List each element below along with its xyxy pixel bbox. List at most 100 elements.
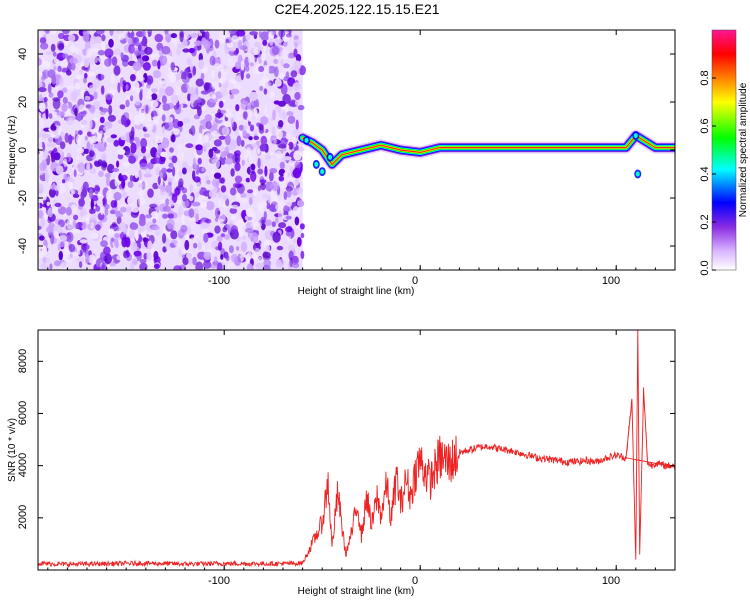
noise-speckle xyxy=(58,250,63,261)
noise-speckle xyxy=(205,201,215,211)
noise-speckle xyxy=(251,143,258,148)
noise-speckle xyxy=(182,194,187,202)
noise-speckle xyxy=(90,213,98,221)
noise-speckle xyxy=(220,151,226,159)
ridge-blob-core xyxy=(304,137,309,143)
noise-speckle xyxy=(199,124,203,135)
noise-speckle xyxy=(143,133,151,138)
noise-speckle xyxy=(240,192,247,199)
noise-speckle xyxy=(286,111,294,117)
noise-speckle xyxy=(275,259,283,269)
noise-speckle xyxy=(234,61,241,70)
noise-speckle xyxy=(145,122,154,131)
noise-speckle xyxy=(102,198,106,205)
noise-speckle xyxy=(278,180,287,189)
noise-speckle xyxy=(195,144,203,151)
noise-speckle xyxy=(258,65,265,73)
noise-speckle xyxy=(245,177,251,183)
noise-speckle xyxy=(58,43,65,50)
noise-speckle xyxy=(209,97,219,103)
noise-speckle xyxy=(96,30,105,35)
colorbar-frame xyxy=(711,29,737,271)
noise-speckle xyxy=(78,104,86,112)
noise-speckle xyxy=(106,175,110,187)
noise-speckle xyxy=(70,62,76,71)
noise-speckle xyxy=(190,125,196,136)
noise-speckle xyxy=(211,69,215,79)
noise-speckle xyxy=(231,35,239,42)
noise-speckle xyxy=(267,195,272,204)
noise-speckle xyxy=(147,188,154,198)
noise-speckle xyxy=(40,217,46,228)
noise-speckle xyxy=(236,135,242,147)
noise-speckle xyxy=(48,188,56,198)
noise-speckle xyxy=(234,175,243,184)
noise-speckle xyxy=(117,148,126,155)
noise-speckle xyxy=(100,108,109,113)
noise-speckle xyxy=(44,168,48,178)
noise-speckle xyxy=(253,187,257,197)
noise-speckle xyxy=(195,213,199,223)
noise-speckle xyxy=(108,228,115,235)
noise-speckle xyxy=(100,264,108,270)
noise-speckle xyxy=(112,255,116,261)
noise-speckle xyxy=(193,176,201,183)
noise-speckle xyxy=(122,59,129,67)
noise-speckle xyxy=(75,189,78,195)
noise-speckle xyxy=(40,42,49,50)
noise-speckle xyxy=(85,216,90,222)
noise-speckle xyxy=(104,207,109,216)
noise-speckle xyxy=(53,230,59,239)
noise-speckle xyxy=(77,162,85,173)
noise-speckle xyxy=(49,263,53,270)
noise-speckle xyxy=(38,94,43,101)
noise-speckle xyxy=(188,208,195,219)
noise-speckle xyxy=(147,162,154,170)
noise-speckle xyxy=(68,244,76,253)
noise-speckle xyxy=(205,218,212,224)
noise-speckle xyxy=(141,30,146,38)
noise-speckle xyxy=(285,230,292,237)
noise-speckle xyxy=(168,116,174,123)
noise-speckle xyxy=(173,38,178,47)
noise-speckle xyxy=(278,222,287,229)
noise-speckle xyxy=(201,229,210,234)
colorbar-ticks xyxy=(712,77,716,271)
noise-speckle xyxy=(278,30,286,38)
noise-speckle xyxy=(181,213,185,225)
noise-speckle xyxy=(64,132,70,143)
noise-speckle xyxy=(229,46,236,52)
noise-speckle xyxy=(173,265,182,270)
noise-speckle xyxy=(110,200,117,208)
spectrogram-ytick-label-40: 40 xyxy=(17,48,29,60)
noise-speckle xyxy=(194,40,202,46)
noise-speckle xyxy=(63,87,68,93)
noise-speckle xyxy=(188,195,194,202)
noise-speckle xyxy=(53,152,61,161)
noise-speckle xyxy=(294,216,300,226)
spectrogram-ridge xyxy=(296,129,675,179)
spectrogram-ytick-label-neg20: -20 xyxy=(17,190,29,206)
noise-speckle xyxy=(39,81,43,88)
noise-speckle xyxy=(197,157,202,165)
noise-speckle xyxy=(38,132,41,138)
noise-speckle xyxy=(79,239,88,244)
noise-speckle xyxy=(297,104,305,111)
noise-speckle xyxy=(192,256,197,266)
noise-speckle xyxy=(180,103,184,110)
noise-speckle xyxy=(61,30,70,35)
noise-speckle xyxy=(233,151,237,158)
noise-speckle xyxy=(98,170,104,177)
noise-speckle xyxy=(126,251,130,258)
noise-speckle xyxy=(147,31,152,37)
noise-speckle xyxy=(245,34,251,41)
noise-speckle xyxy=(228,139,237,151)
noise-speckle xyxy=(292,167,302,179)
noise-speckle xyxy=(45,30,50,35)
noise-speckle xyxy=(264,219,272,226)
noise-speckle xyxy=(206,180,211,185)
noise-speckle xyxy=(77,130,83,136)
snr-frame xyxy=(37,329,676,571)
noise-speckle xyxy=(101,34,106,42)
noise-speckle xyxy=(68,134,73,145)
